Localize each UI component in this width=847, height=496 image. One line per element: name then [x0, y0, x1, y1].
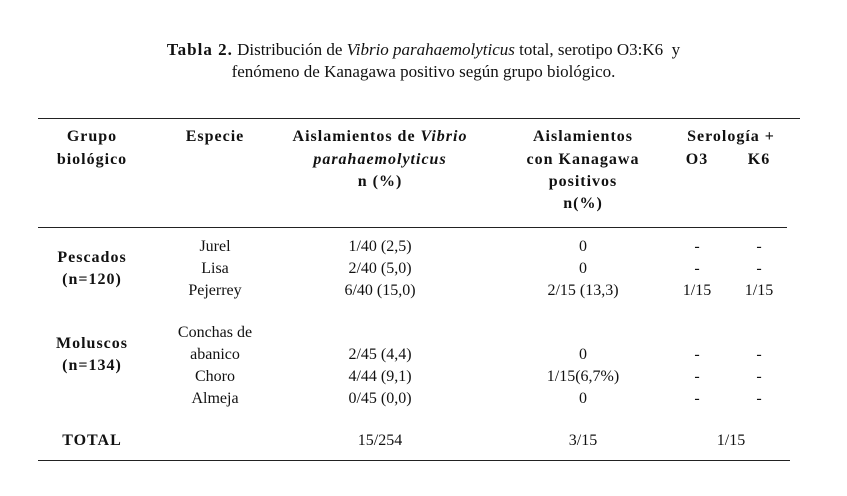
header-cell: parahaemolyticus — [313, 151, 447, 168]
species: Conchas de — [177, 324, 253, 341]
title-line-1: Tabla 2. Distribución de Vibrio parahaem… — [0, 39, 847, 61]
total-cell: 15/254 — [357, 432, 403, 449]
title-text: total, serotipo O3:K6 y — [519, 40, 681, 59]
top-rule — [38, 118, 800, 119]
species: Lisa — [201, 260, 229, 277]
species: Pejerrey — [188, 282, 242, 299]
cell: - — [694, 346, 700, 363]
title-label: Tabla 2. — [166, 40, 233, 59]
title-italic: Vibrio parahaemolyticus — [346, 40, 515, 59]
header-cell: Aislamientos de Vibrio — [293, 126, 468, 148]
group-n: (n=120) — [62, 271, 122, 288]
cell: - — [756, 260, 762, 277]
species: Choro — [195, 368, 235, 385]
bottom-rule — [38, 460, 790, 461]
cell: 0 — [579, 346, 587, 363]
title-line-2: fenómeno de Kanagawa positivo según grup… — [231, 62, 616, 81]
group-name: Moluscos — [56, 335, 128, 352]
cell: - — [756, 346, 762, 363]
header-italic: Vibrio — [420, 128, 468, 145]
title-text: Distribución de — [237, 40, 343, 59]
header-text: Aislamientos de — [292, 128, 416, 145]
cell: 0 — [579, 390, 587, 407]
total-cell: 3/15 — [568, 432, 598, 449]
header-cell: K6 — [747, 151, 771, 168]
header-cell: O3 — [685, 151, 709, 168]
cell: - — [694, 260, 700, 277]
cell: 1/15 — [744, 282, 774, 299]
cell: 0 — [579, 260, 587, 277]
cell: 4/44 (9,1) — [348, 368, 412, 385]
group-n: (n=134) — [62, 357, 122, 374]
cell: 2/15 (13,3) — [547, 282, 619, 299]
header-cell: Aislamientos — [533, 128, 633, 145]
total-label: TOTAL — [62, 432, 122, 449]
cell: - — [756, 368, 762, 385]
cell: 2/40 (5,0) — [348, 260, 412, 277]
header-cell: biológico — [56, 151, 128, 168]
cell: 0 — [579, 238, 587, 255]
cell: - — [694, 238, 700, 255]
header-cell: Serología + — [687, 128, 775, 145]
cell: 1/40 (2,5) — [348, 238, 412, 255]
header-rule — [38, 227, 787, 228]
species: Jurel — [199, 238, 231, 255]
header-cell: Especie — [185, 128, 245, 145]
cell: 6/40 (15,0) — [344, 282, 416, 299]
cell: 1/15(6,7%) — [546, 368, 620, 385]
header-cell: n(%) — [563, 195, 603, 212]
species: abanico — [190, 346, 240, 363]
cell: - — [756, 238, 762, 255]
cell: - — [756, 390, 762, 407]
group-name: Pescados — [57, 249, 127, 266]
species: Almeja — [191, 390, 239, 407]
header-cell: positivos — [548, 173, 618, 190]
header-cell: n (%) — [357, 173, 403, 190]
cell: - — [694, 368, 700, 385]
cell: 0/45 (0,0) — [348, 390, 412, 407]
total-cell: 1/15 — [716, 432, 746, 449]
cell: - — [694, 390, 700, 407]
header-cell: Grupo — [66, 128, 118, 145]
cell: 1/15 — [682, 282, 712, 299]
header-cell: con Kanagawa — [526, 151, 640, 168]
cell: 2/45 (4,4) — [348, 346, 412, 363]
